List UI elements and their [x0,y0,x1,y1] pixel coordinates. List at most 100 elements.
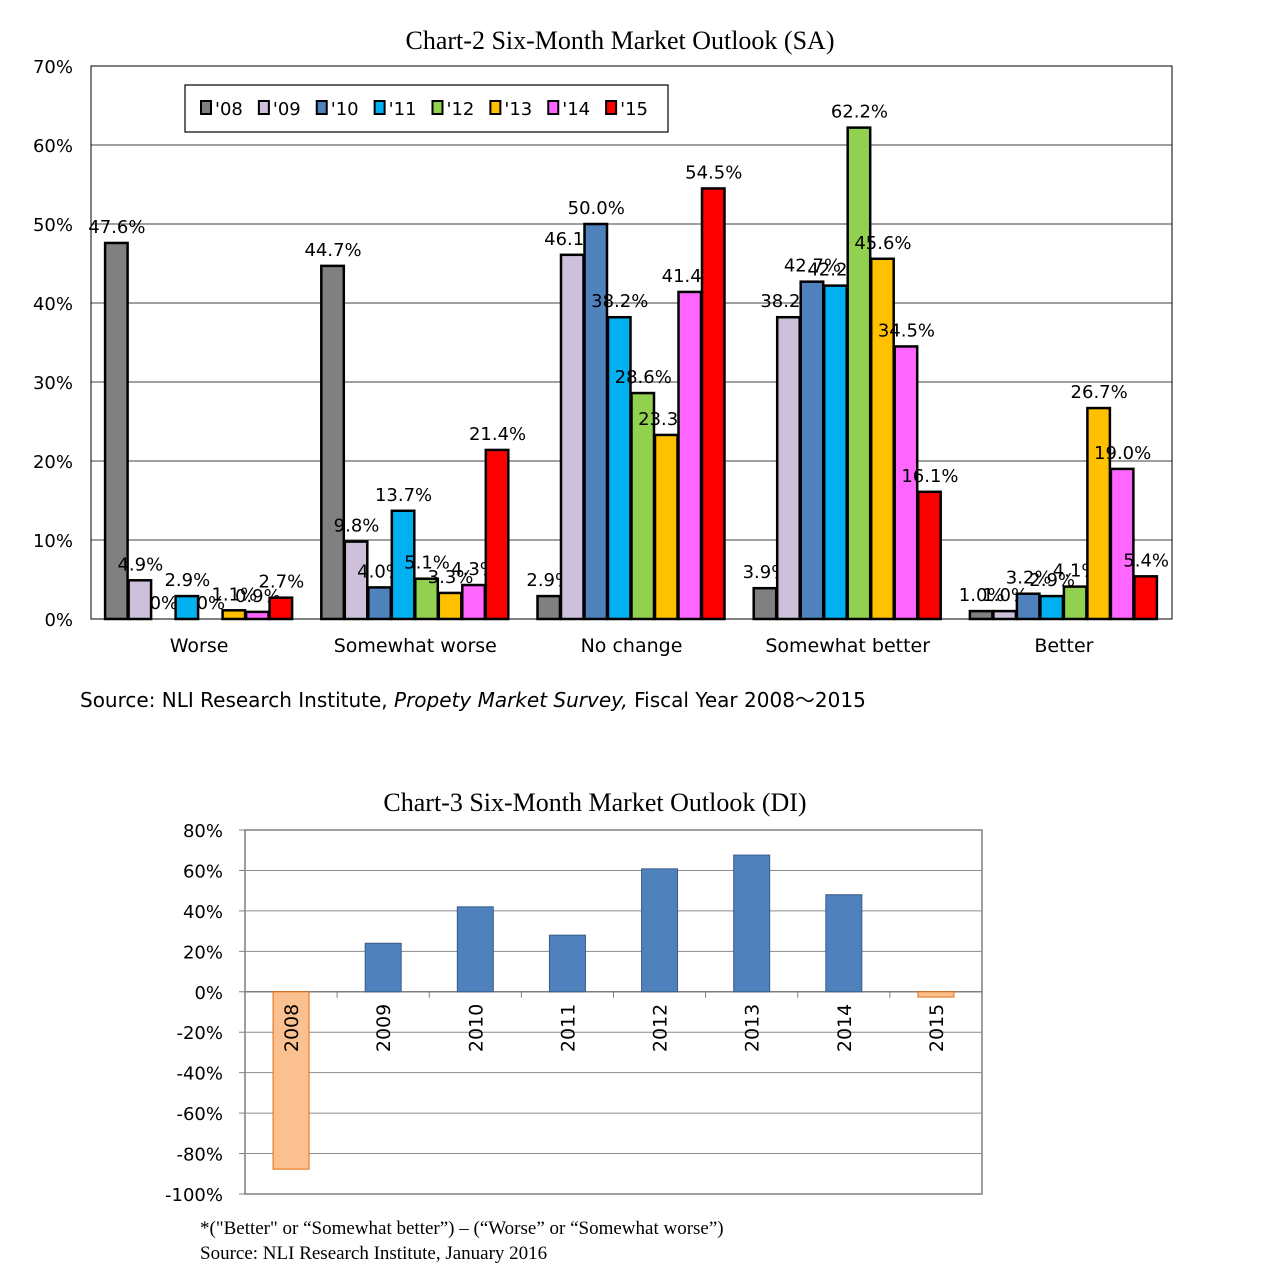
chart2-bar [536,594,562,621]
chart2-category-label: Somewhat better [765,635,930,657]
chart2-bar [103,241,129,621]
chart2-legend [184,84,669,133]
chart2-ytick-label: 30% [33,373,73,394]
chart2-legend-label: '09 [273,99,301,120]
chart2-source-suffix: Fiscal Year 2008～2015 [627,688,866,712]
chart2-bar [127,579,153,621]
chart2-data-label: 38.2% [591,291,648,312]
chart2-data-label: 0% [197,593,226,614]
chart3-category-label: 2012 [650,1004,672,1052]
chart2-source: Source: NLI Research Institute, Propety … [80,684,866,713]
chart2-bar [343,540,369,621]
chart3-ytick-label: -100% [165,1185,223,1206]
chart2-bar [1086,406,1112,621]
chart3-category-label: 2011 [557,1004,579,1052]
chart2-bar [221,609,247,621]
chart2-legend-label: '13 [504,99,532,120]
chart3-category-label: 2008 [281,1004,303,1052]
chart2-bar [700,187,726,621]
chart2-bar [846,126,872,621]
chart2-bar [320,264,346,621]
chart2-category-label: Somewhat worse [334,635,497,657]
chart3-bar [272,991,310,1170]
chart2-data-label: 0% [150,593,179,614]
chart3-category-label: 2009 [373,1004,395,1052]
chart2-ytick-label: 20% [33,452,73,473]
chart3-bar [733,854,771,993]
chart2-bar [1039,594,1065,621]
chart3-bar [456,906,494,993]
chart2-bar [799,280,825,621]
chart2-bar [822,284,848,621]
chart2-legend-swatch [200,100,212,115]
chart2-bar [390,509,416,621]
chart2-data-label: 62.2% [831,102,888,123]
chart2-data-label: 1.1% [211,584,257,605]
chart2-data-label: 21.4% [469,424,526,445]
chart2-category-label: Better [1034,635,1093,657]
chart2-ytick-label: 60% [33,136,73,157]
chart2-bar [244,610,270,621]
chart3-category-label: 2015 [926,1004,948,1052]
chart2-bar [174,594,200,621]
chart2-category-label: No change [581,635,683,657]
chart2-ytick-label: 40% [33,294,73,315]
chart2-legend-swatch [373,100,386,115]
chart2-data-label: 3.3% [428,567,474,588]
chart2-bar [893,345,919,621]
chart3-category-label: 2014 [834,1004,856,1052]
chart3-ytick-label: 40% [183,902,223,923]
chart2-data-label: 26.7% [1071,382,1128,403]
chart2-bar [1109,467,1135,621]
chart2-legend-label: '12 [447,99,475,120]
chart2-bar [268,596,294,621]
chart2-bar [1133,575,1159,621]
chart2-bar [775,315,801,621]
chart2-title: Chart-2 Six-Month Market Outlook (SA) [405,26,835,55]
chart2-legend-label: '15 [620,99,648,120]
chart3-source: Source: NLI Research Institute, January … [200,1243,548,1264]
chart2-ytick-label: 70% [33,57,73,78]
chart2-data-label: 42.7% [784,256,841,277]
chart2-data-label: 13.7% [375,485,432,506]
chart2-ytick-label: 0% [44,610,73,631]
chart2-data-label: 2.7% [258,572,304,593]
chart2-bar [367,586,393,621]
chart3-plot-area [244,829,983,1195]
chart2-data-label: 4.9% [117,554,163,575]
chart2-data-label: 50.0% [568,198,625,219]
chart3-bar [364,942,402,993]
chart2-bar [606,315,632,621]
chart2-ytick-label: 10% [33,531,73,552]
chart3-ytick-label: 20% [183,942,223,963]
chart2-data-label: 16.1% [901,466,958,487]
chart2-category-label: Worse [170,635,229,657]
chart2-data-label: 5.1% [404,553,450,574]
chart3-notes: *("Better" or “Somewhat better”) – (“Wor… [200,1216,724,1266]
chart3-ytick-label: 0% [194,983,223,1004]
chart2-bar [869,257,895,621]
chart2-bar [677,290,703,621]
chart2-bar [437,591,463,621]
chart2-data-label: 44.7% [304,240,361,261]
chart2-bar [916,490,942,621]
chart2-bar [992,609,1018,621]
chart2-bar [484,448,510,621]
chart2-data-label: 3.2% [1006,568,1052,589]
chart2-source-italic: Propety Market Survey, [394,688,628,712]
chart3-ytick-label: -20% [176,1023,223,1044]
chart2-data-label: 1.0% [959,585,1005,606]
chart2-data-label: 5.4% [1123,550,1169,571]
chart2-data-label: 47.6% [88,217,145,238]
chart2-legend-swatch [257,100,270,115]
chart3-bar [825,894,863,993]
chart3-ytick-label: 80% [183,821,223,842]
chart3-bar [641,868,679,993]
chart3-ytick-label: -60% [176,1104,223,1125]
chart2-bar [1062,585,1088,621]
chart3-note: *("Better" or “Somewhat better”) – (“Wor… [200,1218,724,1239]
chart2-bar [752,586,778,621]
chart2-data-label: 2.9% [164,570,210,591]
chart2-bar [559,253,585,621]
chart2-legend-swatch [605,100,618,115]
